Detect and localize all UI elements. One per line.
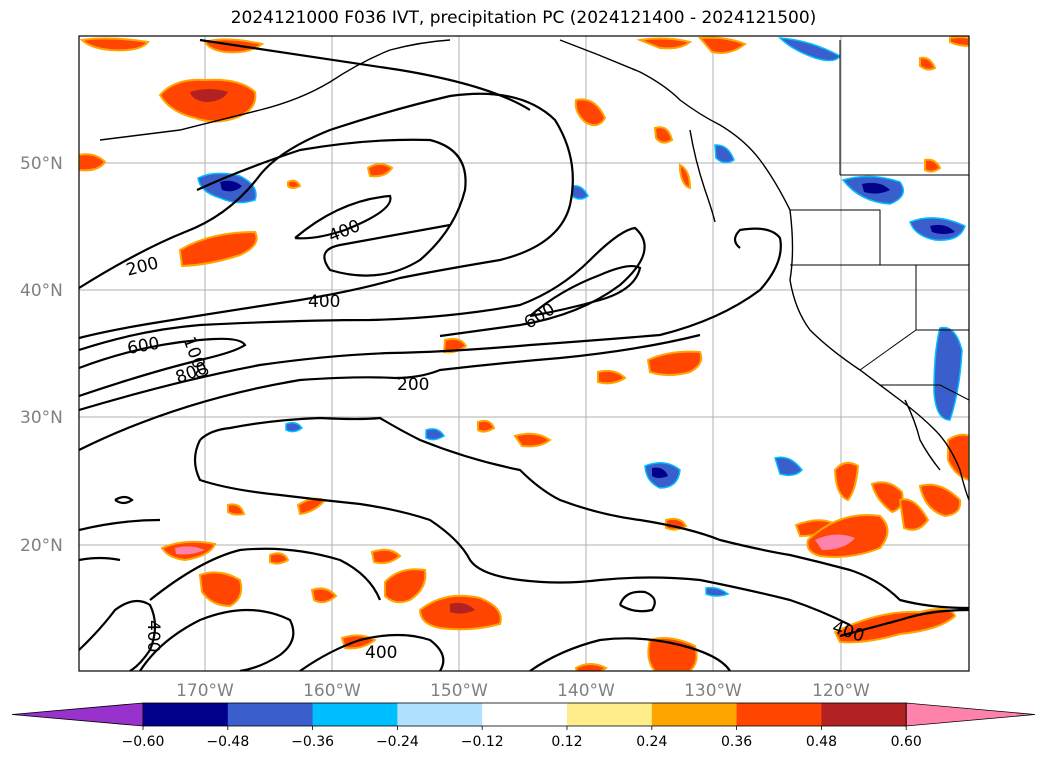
map-frame: [78, 35, 970, 672]
colorbar-segment: [312, 703, 398, 726]
colorbar-tick-label: −0.12: [461, 734, 504, 750]
map-panel: [79, 36, 969, 671]
colorbar-tick-label: −0.48: [206, 734, 249, 750]
lon-label: 120°W: [812, 681, 870, 701]
lon-label: 140°W: [557, 681, 615, 701]
contour-label: 200: [397, 375, 429, 395]
lon-axis-labels: 170°W 160°W 150°W 140°W 130°W 120°W: [176, 681, 870, 701]
lon-label: 150°W: [430, 681, 488, 701]
lon-label: 160°W: [303, 681, 361, 701]
colorbar-tick-label: 0.24: [636, 734, 667, 750]
state-borders: [790, 40, 969, 401]
colorbar-tick-label: 0.12: [551, 734, 582, 750]
colorbar-tick-label: −0.36: [291, 734, 334, 750]
lat-label: 30°N: [20, 408, 63, 428]
contour-label: 400: [143, 620, 163, 652]
colorbar-tick-label: 0.60: [891, 734, 922, 750]
colorbar-tick-label: −0.60: [122, 734, 165, 750]
colorbar-segment: [651, 703, 738, 726]
colorbar-segment: [821, 703, 907, 726]
colorbar-segment: [227, 703, 314, 726]
coastlines: [99, 39, 969, 501]
contour-label: 400: [308, 292, 340, 312]
colorbar-extend-low: [11, 702, 144, 727]
precip-negative-patches: [197, 37, 966, 597]
lat-label: 50°N: [20, 154, 63, 174]
lon-label: 170°W: [176, 681, 234, 701]
ivt-contours: [79, 38, 969, 671]
colorbar-tick-label: 0.36: [721, 734, 752, 750]
colorbar: −0.60 −0.48 −0.36 −0.24 −0.12 0.12 0.24 0.36 0.4…: [11, 702, 1036, 750]
map-title: 2024121000 F036 IVT, precipitation PC (2…: [230, 8, 817, 28]
contour-label: 400: [365, 643, 397, 663]
colorbar-extend-high: [905, 702, 1036, 727]
graticule: [79, 36, 969, 671]
colorbar-segment: [736, 703, 822, 726]
precip-positive-patches: [79, 36, 969, 671]
lat-axis-labels: 50°N 40°N 30°N 20°N: [20, 154, 63, 556]
colorbar-frame: [142, 702, 907, 727]
lon-label: 130°W: [684, 681, 742, 701]
lat-label: 20°N: [20, 536, 63, 556]
colorbar-segment: [567, 703, 653, 726]
colorbar-tick-label: −0.24: [376, 734, 419, 750]
colorbar-segment: [482, 703, 568, 726]
colorbar-segment: [397, 703, 483, 726]
colorbar-segment: [143, 703, 229, 726]
colorbar-tick-label: 0.48: [806, 734, 837, 750]
lat-label: 40°N: [20, 281, 63, 301]
